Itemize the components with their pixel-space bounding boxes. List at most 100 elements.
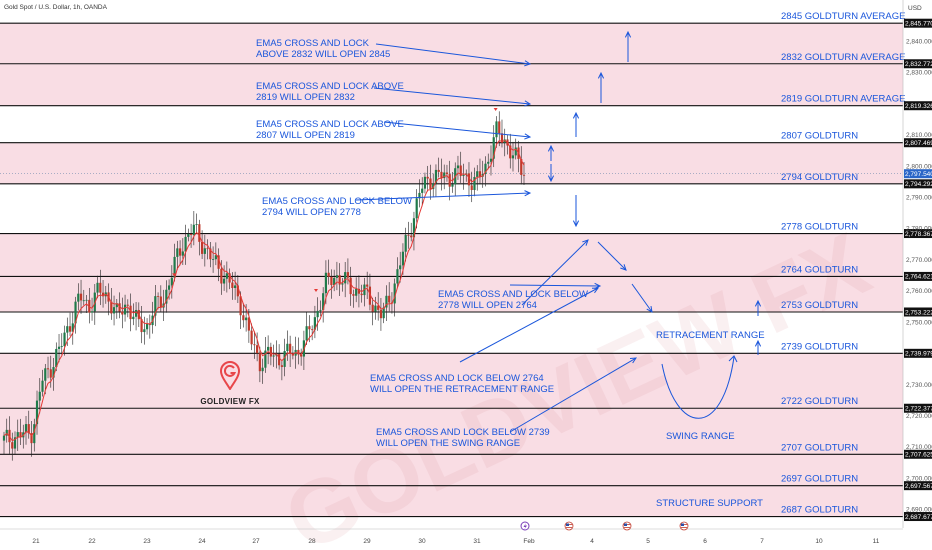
candle-body	[217, 255, 220, 269]
path-arrow	[572, 111, 580, 137]
candle-body	[165, 289, 168, 304]
candle-body	[355, 288, 358, 296]
instrument-title: Gold Spot / U.S. Dollar, 1h, OANDA	[4, 4, 107, 11]
candle	[272, 344, 275, 367]
candle	[322, 287, 325, 323]
current-price-label: 2,797.540	[905, 171, 932, 178]
price-tag-label: 2,845.770	[905, 20, 932, 27]
candle-body	[110, 301, 113, 314]
candle-body	[476, 171, 479, 177]
candle-body	[261, 367, 264, 372]
candle-body	[388, 295, 391, 303]
candle-body	[112, 307, 116, 314]
candle-body	[35, 400, 39, 425]
arrow-head	[572, 111, 580, 119]
candle-body	[330, 276, 333, 286]
candle-body	[297, 349, 300, 355]
us-flag-icon[interactable]	[679, 521, 689, 531]
candle-body	[451, 184, 454, 187]
candle-body	[346, 272, 350, 278]
candle-body	[509, 145, 512, 159]
candle-body	[231, 282, 234, 289]
candle	[470, 171, 473, 203]
candle-body	[498, 121, 501, 134]
candle-body	[24, 424, 28, 433]
price-tag-label: 2,697.567	[905, 483, 932, 490]
candle	[49, 355, 52, 388]
candle	[82, 289, 85, 306]
candle	[522, 162, 526, 186]
time-tick-label: Feb	[523, 538, 535, 545]
candle	[434, 164, 438, 198]
candle-body	[11, 442, 14, 449]
candle	[280, 359, 283, 381]
candle-body	[250, 330, 253, 345]
candle-body	[445, 172, 449, 175]
annotation-text: WILL OPEN THE RETRACEMENT RANGE	[370, 384, 554, 395]
arrow-head	[624, 30, 632, 38]
candle	[338, 263, 341, 297]
candle	[426, 165, 429, 192]
candle	[165, 280, 168, 313]
candle	[176, 240, 179, 271]
candle-body	[55, 348, 58, 368]
zone-band	[0, 63, 903, 106]
candle	[300, 348, 303, 366]
candle	[407, 221, 410, 249]
candle-body	[234, 285, 237, 289]
zone-band	[0, 23, 903, 64]
candle-body	[272, 355, 275, 357]
candle-body	[85, 299, 88, 301]
candle-body	[19, 432, 22, 438]
candle-body	[366, 284, 369, 287]
candle-body	[473, 176, 476, 191]
candle-body	[322, 293, 325, 310]
candle-body	[418, 192, 421, 199]
candle-body	[66, 326, 69, 333]
us-flag-icon[interactable]	[622, 521, 632, 531]
arrow-shaft	[597, 241, 627, 271]
candle-body	[44, 368, 47, 381]
annotation-text: EMA5 CROSS AND LOCK ABOVE	[256, 81, 404, 92]
path-arrow	[624, 30, 632, 62]
candle	[126, 299, 129, 318]
candle-body	[101, 292, 105, 297]
candle-body	[286, 343, 289, 352]
candle-body	[311, 329, 314, 331]
candle	[140, 306, 143, 344]
price-tick-label: 2,800.000	[906, 163, 932, 170]
time-tick-label: 21	[32, 538, 40, 545]
event-flash-icon[interactable]	[520, 521, 530, 531]
level-label: 2739 GOLDTURN	[781, 341, 858, 352]
candle-body	[52, 367, 55, 378]
candle-body	[195, 224, 198, 225]
candle	[264, 336, 267, 373]
candle	[71, 311, 74, 345]
zone-band	[0, 485, 903, 517]
swing-range-curve	[661, 355, 738, 419]
candle	[46, 356, 50, 379]
price-tag-label: 2,832.772	[905, 61, 932, 68]
candle	[267, 335, 270, 365]
arrow-shaft	[373, 87, 531, 105]
candle-body	[126, 304, 129, 306]
candle-body	[379, 309, 383, 319]
candle-body	[170, 277, 173, 286]
candle	[511, 141, 515, 172]
candle	[129, 293, 132, 332]
annotation-arrow	[459, 287, 600, 363]
candle-body	[156, 296, 160, 297]
path-arrow	[597, 71, 605, 103]
candle-body	[30, 433, 33, 444]
candle	[242, 303, 245, 328]
us-flag-icon[interactable]	[564, 521, 574, 531]
annotation-arrow	[521, 239, 589, 306]
level-label: 2722 GOLDTURN	[781, 396, 858, 407]
candle-body	[253, 344, 256, 346]
path-arrow	[754, 339, 762, 355]
annotation-text: EMA5 CROSS AND LOCK BELOW	[262, 196, 412, 207]
price-tick-label: 2,690.000	[906, 507, 932, 514]
time-tick-label: 24	[198, 538, 206, 545]
price-tick-label: 2,720.000	[906, 413, 932, 420]
